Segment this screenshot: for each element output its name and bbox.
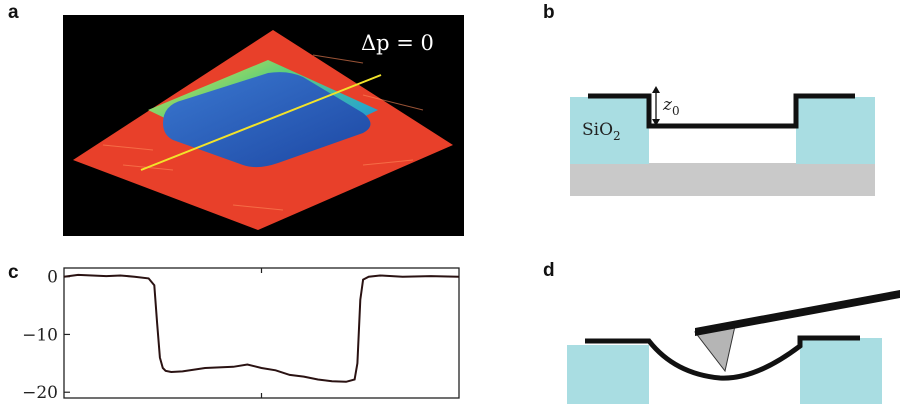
y-tick-label: −20: [22, 383, 58, 403]
material-label: SiO2: [582, 120, 621, 143]
panel-label-b: b: [543, 2, 555, 23]
depth-label: z0: [662, 95, 680, 118]
cantilever: [695, 290, 900, 336]
sio2-left-block: [570, 97, 649, 164]
panel-label-c: c: [8, 262, 19, 283]
y-tick-label: 0: [47, 268, 58, 288]
cross-section-schematic: SiO2 z0: [555, 60, 885, 210]
sio2-right-block: [800, 338, 882, 404]
y-tick-label: −10: [22, 325, 58, 345]
plot-frame: [63, 267, 460, 399]
sio2-right-block: [796, 97, 875, 164]
membrane-profile: [588, 93, 855, 129]
sio2-left-block: [567, 345, 649, 404]
scan-line: [140, 74, 382, 171]
base-substrate: [570, 163, 875, 196]
tip-deflection-schematic: [555, 270, 902, 404]
deflected-membrane: [585, 335, 860, 381]
panel-label-a: a: [8, 2, 19, 23]
height-profile-chart: 0 −10 −20: [0, 262, 470, 404]
delta-p-label: Δp = 0: [361, 31, 434, 55]
afm-surface-render: Δp = 0: [63, 15, 464, 236]
panel-label-d: d: [543, 260, 555, 281]
afm-3d-image: Δp = 0: [63, 15, 464, 236]
profile-line: [63, 273, 460, 383]
